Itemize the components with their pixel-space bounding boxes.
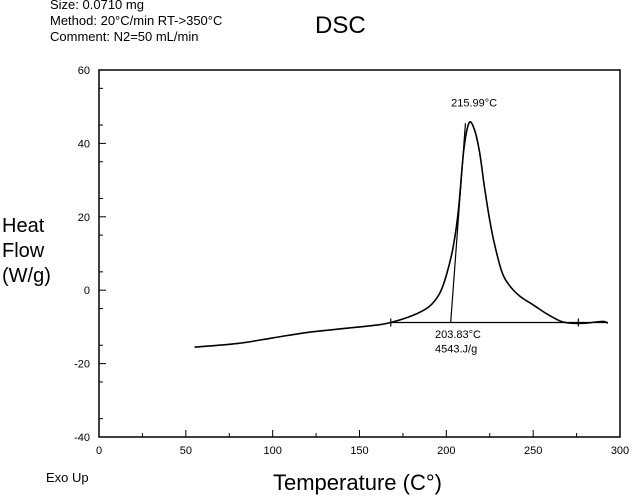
x-tick-label: 300 <box>611 445 629 457</box>
plot-labels: 0 50 100 150 200 250 3006040200-20-40215.99°C2… <box>74 65 629 457</box>
y-tick-label: 20 <box>78 212 90 224</box>
dsc-curve <box>194 121 609 348</box>
y-axis-label-line: Flow <box>2 240 45 262</box>
x-tick-label: 150 <box>350 445 368 457</box>
x-axis-label: Temperature (C°) <box>273 470 442 495</box>
y-tick-label: 0 <box>84 285 90 297</box>
comment-text: Comment: N2=50 mL/min <box>50 29 199 44</box>
y-axis-label-line: (W/g) <box>2 265 51 287</box>
method-text: Method: 20°C/min RT->350°C <box>50 13 223 28</box>
annotation-label: 4543.J/g <box>435 344 477 356</box>
axis-ticks <box>98 69 621 438</box>
annotation-label: 203.83°C <box>435 329 481 341</box>
annotation-label: 215.99°C <box>451 98 497 110</box>
y-axis-label: Heat Flow (W/g) <box>2 214 51 289</box>
exo-up-note: Exo Up <box>46 470 89 485</box>
chart-title: DSC <box>315 12 366 39</box>
y-tick-label: -40 <box>74 432 90 444</box>
y-tick-label: -20 <box>74 359 90 371</box>
onset-line <box>450 123 467 323</box>
x-tick-label: 200 <box>437 445 455 457</box>
y-axis-label-line: Heat <box>2 215 45 237</box>
sample-size: Size: 0.0710 mg <box>50 0 144 12</box>
plot-marks <box>194 121 609 348</box>
x-tick-label: 100 <box>263 445 281 457</box>
x-tick-label: 50 <box>180 445 192 457</box>
y-tick-label: 40 <box>78 138 90 150</box>
y-tick-label: 60 <box>78 65 90 77</box>
x-tick-label: 250 <box>524 445 542 457</box>
x-tick-label: 0 <box>96 445 102 457</box>
plot-frame <box>98 69 621 438</box>
